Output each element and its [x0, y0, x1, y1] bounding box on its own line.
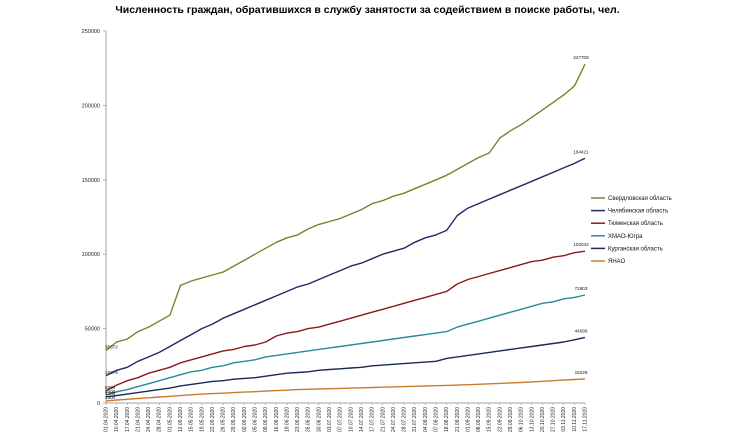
series-line — [105, 336, 586, 398]
legend-label: Челябинская область — [608, 209, 668, 215]
series-line — [105, 378, 586, 402]
x-tick-label: 22.09.2020 — [497, 407, 503, 432]
x-tick-label: 01.09.2020 — [465, 407, 471, 432]
x-tick-label: 20.10.2020 — [540, 407, 546, 432]
x-tick-label: 01.05.2020 — [167, 407, 173, 432]
x-tick-label: 27.10.2020 — [551, 407, 557, 432]
axes — [105, 31, 585, 404]
x-tick-label: 26.06.2020 — [306, 407, 312, 432]
x-tick-label: 02.06.2020 — [242, 407, 248, 432]
series-start-label: 8200 — [105, 385, 116, 390]
series-end-label: 72603 — [575, 286, 588, 291]
x-tick-label: 17.11.2020 — [583, 407, 589, 432]
x-tick-label: 05.06.2020 — [253, 407, 259, 432]
x-tick-label: 03.07.2020 — [327, 407, 333, 432]
x-tick-label: 23.06.2020 — [295, 407, 301, 432]
x-tick-label: 24.07.2020 — [391, 407, 397, 432]
series-lines — [105, 63, 586, 402]
x-tick-label: 01.04.2020 — [104, 407, 110, 432]
x-tick-label: 28.07.2020 — [402, 407, 408, 432]
y-tick-label: 0 — [97, 401, 100, 407]
series-line — [105, 294, 586, 396]
x-tick-label: 10.11.2020 — [572, 407, 578, 432]
series-line — [105, 250, 586, 392]
x-tick-label: 21.04.2020 — [135, 407, 141, 432]
series-start-label: 35372 — [105, 344, 118, 349]
x-tick-label: 12.05.2020 — [178, 407, 184, 432]
series-end-label: 16229 — [575, 370, 588, 375]
legend-label: Тюменская область — [608, 221, 663, 227]
chart-title: Численность граждан, обратившихся в служ… — [115, 4, 620, 16]
y-tick-label: 200000 — [82, 103, 100, 109]
series-line — [105, 63, 586, 351]
x-axis-ticks: 01.04.2020 10.04.2020 17.04.2020 21.04.2020… — [104, 403, 589, 432]
y-tick-label: 50000 — [85, 327, 100, 333]
x-tick-label: 06.10.2020 — [519, 407, 525, 432]
y-tick-label: 150000 — [82, 178, 100, 184]
y-tick-label: 100000 — [82, 252, 100, 258]
x-tick-label: 15.09.2020 — [487, 407, 493, 432]
x-tick-label: 17.04.2020 — [125, 407, 131, 432]
x-tick-label: 28.04.2020 — [157, 407, 163, 432]
x-tick-label: 17.07.2020 — [370, 407, 376, 432]
series-start-label: 5400 — [105, 389, 116, 394]
legend-label: ЯНАО — [608, 259, 626, 265]
x-tick-label: 22.05.2020 — [210, 407, 216, 432]
series-line — [105, 157, 586, 377]
series-end-label: 164421 — [573, 149, 589, 154]
x-tick-label: 21.08.2020 — [455, 407, 461, 432]
x-tick-label: 08.09.2020 — [476, 407, 482, 432]
series-start-label: 18276 — [105, 370, 118, 375]
series-end-label: 102042 — [573, 242, 589, 247]
legend-label: ХМАО-Югра — [608, 234, 643, 240]
x-tick-label: 30.06.2020 — [316, 407, 322, 432]
x-tick-label: 16.06.2020 — [274, 407, 280, 432]
series-end-label: 227708 — [573, 55, 589, 60]
x-tick-label: 14.07.2020 — [359, 407, 365, 432]
x-tick-label: 10.07.2020 — [348, 407, 354, 432]
series-end-label: 44096 — [575, 328, 588, 333]
x-tick-label: 10.04.2020 — [114, 407, 120, 432]
x-tick-label: 19.06.2020 — [284, 407, 290, 432]
x-tick-label: 03.11.2020 — [561, 407, 567, 432]
legend-label: Курганская область — [608, 246, 663, 252]
series-start-label: 1300 — [105, 395, 116, 400]
x-tick-label: 07.07.2020 — [338, 407, 344, 432]
x-tick-label: 19.05.2020 — [199, 407, 205, 432]
x-tick-label: 18.08.2020 — [444, 407, 450, 432]
x-tick-label: 13.10.2020 — [529, 407, 535, 432]
series-start-label: 4200 — [105, 391, 116, 396]
x-tick-label: 29.09.2020 — [508, 407, 514, 432]
x-tick-label: 26.05.2020 — [221, 407, 227, 432]
y-axis-ticks: 0 50000 100000 150000 200000 250000 — [82, 29, 106, 407]
x-tick-label: 21.07.2020 — [380, 407, 386, 432]
x-tick-label: 09.06.2020 — [263, 407, 269, 432]
series-end-labels: 35372 227708 18276 164421 8200 102042 5400 7260… — [105, 55, 589, 400]
x-tick-label: 24.04.2020 — [146, 407, 152, 432]
x-tick-label: 07.08.2020 — [433, 407, 439, 432]
x-tick-label: 31.07.2020 — [412, 407, 418, 432]
legend: Свердловская область Челябинская область Т… — [591, 196, 672, 265]
y-tick-label: 250000 — [82, 29, 100, 35]
x-tick-label: 04.08.2020 — [423, 407, 429, 432]
legend-label: Свердловская область — [608, 196, 672, 202]
x-tick-label: 15.05.2020 — [189, 407, 195, 432]
x-tick-label: 29.05.2020 — [231, 407, 237, 432]
